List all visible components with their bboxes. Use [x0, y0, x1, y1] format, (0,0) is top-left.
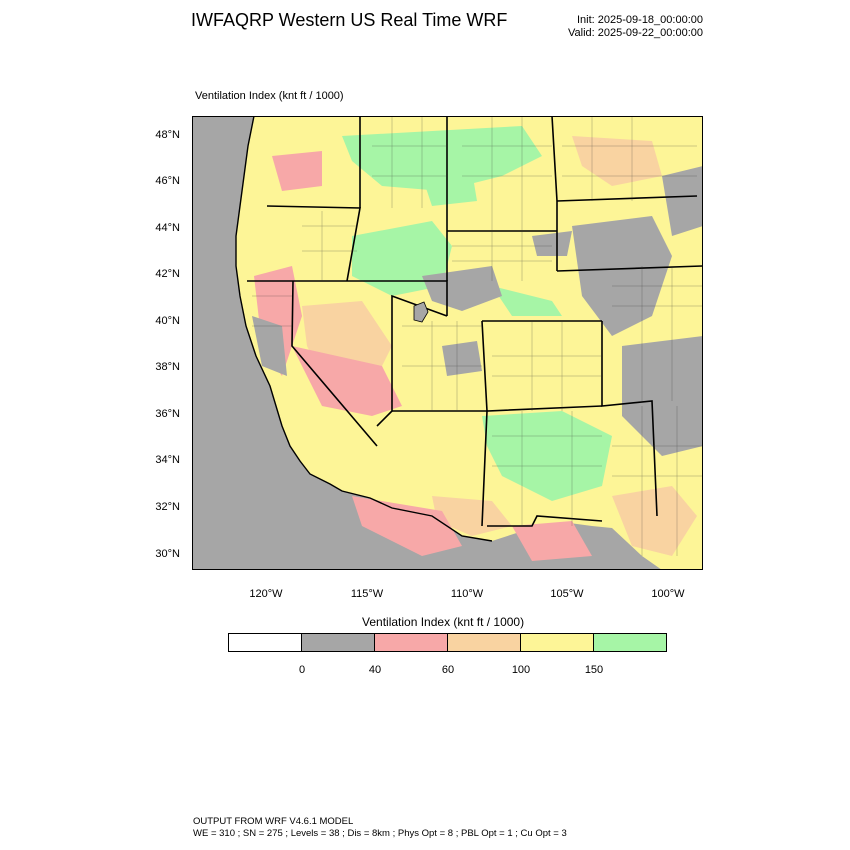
great-salt-lake — [413, 301, 429, 323]
colorbar-title: Ventilation Index (knt ft / 1000) — [362, 615, 525, 629]
ventilation-index-map — [192, 116, 703, 570]
colorbar-tick: 0 — [298, 664, 306, 676]
lon-label: 110°W — [450, 588, 484, 600]
valid-time: Valid: 2025-09-22_00:00:00 — [568, 27, 703, 39]
lat-label: 42°N — [155, 268, 180, 280]
model-params-line: WE = 310 ; SN = 275 ; Levels = 38 ; Dis … — [193, 828, 567, 839]
colorbar — [228, 633, 667, 652]
lat-label: 46°N — [155, 175, 180, 187]
colorbar-tick: 100 — [511, 664, 531, 676]
state-boundaries — [247, 116, 703, 527]
colorbar-swatch — [520, 633, 594, 652]
lat-label: 48°N — [155, 129, 180, 141]
field-label: Ventilation Index (knt ft / 1000) — [195, 90, 344, 102]
lon-label: 115°W — [350, 588, 384, 600]
plot-title: IWFAQRP Western US Real Time WRF — [191, 10, 508, 30]
lon-label: 120°W — [249, 588, 283, 600]
colorbar-tick: 40 — [368, 664, 382, 676]
colorbar-swatch — [447, 633, 521, 652]
colorbar-swatch — [228, 633, 302, 652]
colorbar-swatch — [301, 633, 375, 652]
county-boundaries — [252, 116, 703, 556]
colorbar-swatch — [593, 633, 667, 652]
lat-label: 34°N — [155, 454, 180, 466]
pink-regions — [254, 151, 592, 561]
map-frame — [192, 116, 703, 570]
colorbar-tick: 60 — [441, 664, 455, 676]
colorbar-swatch — [374, 633, 448, 652]
lat-label: 44°N — [155, 222, 180, 234]
lat-label: 32°N — [155, 501, 180, 513]
lat-label: 38°N — [155, 361, 180, 373]
colorbar-tick: 150 — [584, 664, 604, 676]
lon-label: 100°W — [651, 588, 685, 600]
lat-label: 30°N — [155, 548, 180, 560]
model-info-line: OUTPUT FROM WRF V4.6.1 MODEL — [193, 816, 354, 827]
lat-label: 40°N — [155, 315, 180, 327]
coastline — [235, 116, 493, 542]
init-time: Init: 2025-09-18_00:00:00 — [577, 14, 703, 26]
lon-label: 105°W — [550, 588, 584, 600]
lat-label: 36°N — [155, 408, 180, 420]
